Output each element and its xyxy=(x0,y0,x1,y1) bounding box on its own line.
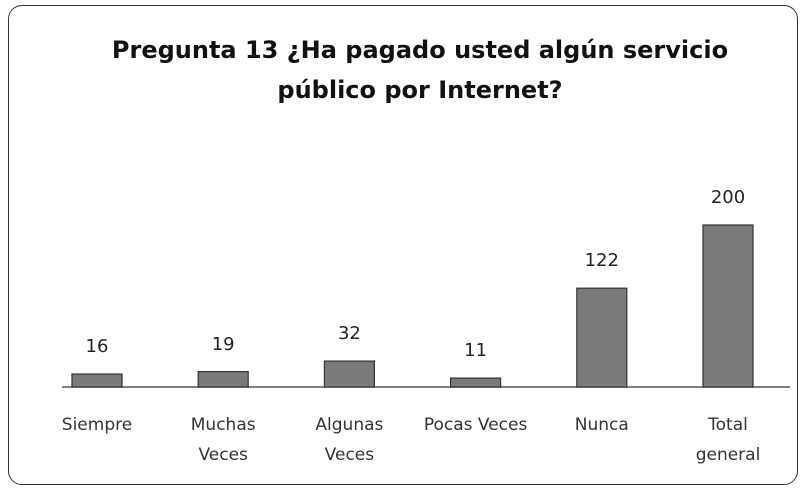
bar xyxy=(702,224,754,388)
data-label: 19 xyxy=(211,333,235,355)
x-tick-label: Total general xyxy=(695,415,761,465)
bar xyxy=(197,371,249,388)
chart-title: Pregunta 13 ¿Ha pagado usted algún servi… xyxy=(111,36,729,104)
data-label: 32 xyxy=(337,323,361,345)
bar xyxy=(576,287,628,388)
bar xyxy=(450,377,502,388)
x-tick-label: Siempre xyxy=(61,415,133,435)
data-label: 122 xyxy=(584,250,619,272)
data-label: 11 xyxy=(464,340,488,362)
x-tick-label: Muchas Veces xyxy=(190,415,256,465)
bar xyxy=(71,373,123,388)
data-label: 200 xyxy=(710,187,746,208)
bar xyxy=(323,360,375,388)
x-tick-label: Algunas Veces xyxy=(315,415,384,465)
x-tick-label: Pocas Veces xyxy=(423,415,528,435)
data-label: 16 xyxy=(85,336,109,358)
chart-frame xyxy=(8,5,798,485)
x-tick-label: Nunca xyxy=(574,415,629,435)
